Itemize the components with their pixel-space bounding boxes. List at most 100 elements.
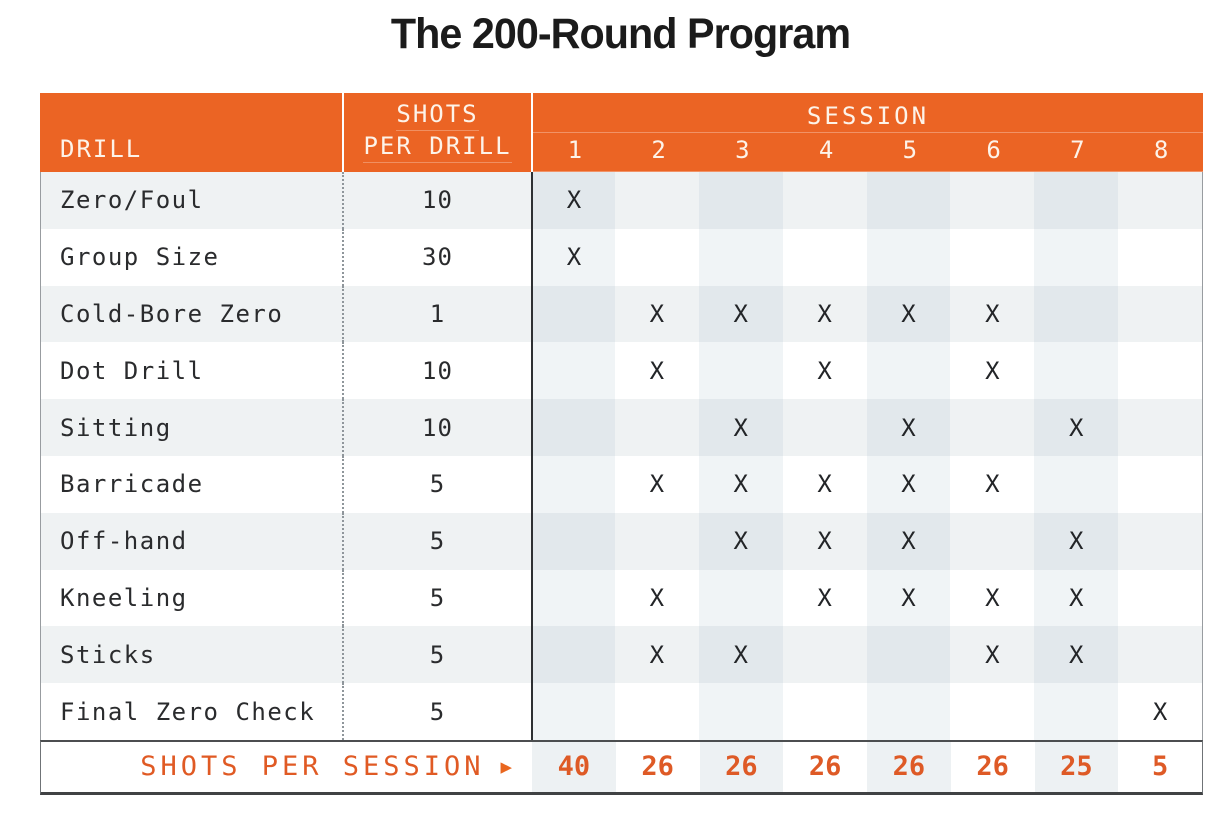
session-mark-cell: X [866, 399, 951, 456]
table-row: Group Size 30 X [41, 228, 1202, 286]
shots-per-drill-value: 5 [342, 626, 531, 684]
session-empty-cell [1118, 626, 1202, 683]
session-mark-cell: X [817, 583, 832, 612]
shots-per-drill-value: 10 [342, 172, 531, 229]
session-mark-cell: X [698, 626, 783, 684]
session-empty-cell [615, 399, 699, 456]
session-mark-cell: X [817, 299, 832, 328]
session-mark-cell: X [985, 470, 1000, 499]
session-empty-cell [698, 683, 783, 740]
table-footer: SHOTS PER SESSION ▶ 40 26 26 26 26 26 25 5 [40, 739, 1203, 795]
session-mark-cell: X [866, 285, 951, 343]
session-empty-cell [698, 342, 783, 400]
session-empty-cell [1034, 455, 1119, 513]
session-empty-cell [1034, 285, 1119, 343]
session-empty-cell [1118, 570, 1202, 627]
shots-per-drill-value: 30 [342, 228, 531, 286]
table-row: Off-hand 5 X X X X [41, 512, 1202, 570]
session-mark-cell: X [1034, 626, 1119, 684]
table-row: Sticks 5 X X X X [41, 626, 1202, 684]
shots-header-line1: SHOTS [396, 99, 479, 131]
table-row: Dot Drill 10 X X X [41, 342, 1202, 400]
session-empty-cell [1034, 683, 1119, 740]
session-mark-cell: X [649, 583, 665, 612]
session-mark-cell: X [698, 455, 783, 513]
session-empty-cell [615, 172, 699, 229]
session-mark-cell: X [649, 356, 665, 385]
shots-per-session-value: 26 [976, 751, 1009, 783]
session-mark-cell: X [817, 356, 832, 385]
session-mark-cell: X [985, 583, 1000, 612]
session-number: 7 [1070, 136, 1085, 164]
session-number: 1 [567, 136, 583, 164]
drill-name: Zero/Foul [60, 186, 204, 215]
table-row: Final Zero Check 5 X [41, 683, 1202, 740]
session-empty-cell [531, 455, 615, 513]
session-empty-cell [783, 229, 867, 286]
session-mark-cell: X [1034, 569, 1119, 627]
session-mark-cell: X [649, 470, 665, 499]
session-empty-cell [950, 399, 1034, 456]
drill-name: Group Size [60, 243, 220, 272]
session-number: 4 [818, 136, 834, 164]
session-empty-cell [866, 342, 951, 400]
session-empty-cell [1118, 456, 1202, 513]
col-header-drill: DRILL [60, 135, 143, 163]
arrow-right-icon: ▶ [500, 755, 512, 778]
session-empty-cell [615, 513, 699, 570]
session-mark-cell: X [1152, 697, 1168, 726]
shots-per-session-value: 26 [641, 751, 674, 783]
session-empty-cell [950, 172, 1034, 229]
session-mark-cell: X [1034, 512, 1119, 570]
session-empty-cell [531, 626, 615, 684]
session-empty-cell [531, 512, 615, 570]
session-mark-cell: X [698, 399, 783, 456]
session-mark-cell: X [866, 455, 951, 513]
session-number: 5 [902, 136, 918, 164]
session-empty-cell [531, 285, 615, 343]
session-mark-cell: X [866, 512, 951, 570]
session-number: 8 [1153, 136, 1169, 164]
drill-name: Kneeling [60, 583, 188, 612]
session-empty-cell [783, 172, 867, 229]
session-mark-cell: X [985, 640, 1000, 669]
session-empty-cell [1034, 228, 1119, 286]
shots-per-drill-value: 5 [342, 683, 531, 740]
session-mark-cell: X [817, 470, 832, 499]
session-number-row: 1 2 3 4 5 6 7 8 [533, 133, 1203, 172]
session-mark-cell: X [649, 299, 665, 328]
program-table: DRILL SHOTS PER DRILL SESSION 1 2 3 4 5 6 7 8 Z… [40, 93, 1203, 795]
footer-label: SHOTS PER SESSION [140, 751, 485, 783]
drill-name: Off-hand [60, 527, 188, 556]
session-mark-cell: X [649, 640, 665, 669]
shots-per-drill-value: 5 [342, 455, 531, 513]
table-header: DRILL SHOTS PER DRILL SESSION 1 2 3 4 5 6 7 8 [40, 93, 1203, 172]
session-empty-cell [950, 229, 1034, 286]
footer-label-cell: SHOTS PER SESSION ▶ [41, 742, 532, 792]
session-empty-cell [866, 683, 951, 740]
session-mark-cell: X [698, 512, 783, 570]
session-mark-cell: X [985, 299, 1000, 328]
session-empty-cell [1118, 342, 1202, 399]
table-row: Sitting 10 X X X [41, 399, 1202, 456]
shots-per-drill-value: 10 [342, 399, 531, 456]
drill-name: Sticks [60, 640, 156, 669]
session-mark-cell: X [698, 285, 783, 343]
shots-per-drill-value: 5 [342, 569, 531, 627]
shots-per-session-value: 5 [1151, 751, 1169, 783]
session-empty-cell [1118, 286, 1202, 343]
table-row: Zero/Foul 10 X [41, 172, 1202, 229]
shots-per-session-value: 26 [808, 751, 842, 783]
drill-name: Barricade [60, 470, 204, 499]
shots-per-session-value: 40 [532, 741, 616, 792]
drill-name: Cold-Bore Zero [60, 299, 284, 328]
shots-per-session-value: 26 [867, 741, 951, 792]
session-empty-cell [950, 683, 1034, 740]
shots-per-session-value: 26 [699, 741, 784, 792]
session-empty-cell [1034, 342, 1119, 400]
session-empty-cell [783, 683, 867, 740]
session-empty-cell [698, 569, 783, 627]
session-empty-cell [698, 228, 783, 286]
col-header-shots-per-drill: SHOTS PER DRILL [342, 93, 531, 172]
